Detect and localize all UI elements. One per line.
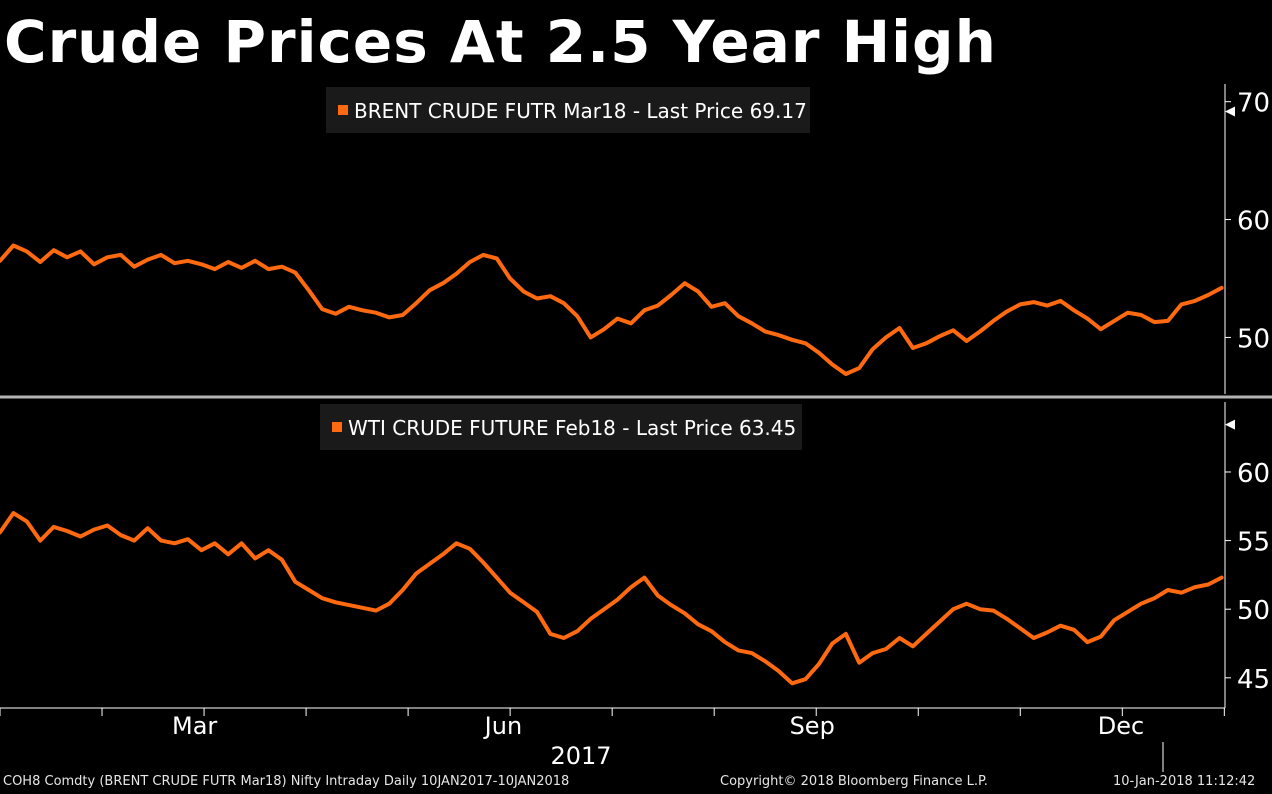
footer-source: COH8 Comdty (BRENT CRUDE FUTR Mar18) Nif… xyxy=(3,774,570,789)
wti-price-line xyxy=(0,511,1224,686)
x-tick-label: Mar xyxy=(172,712,217,740)
wti-y-tick-label: 50 xyxy=(1237,596,1270,626)
brent-price-line xyxy=(0,243,1224,376)
brent-y-tick-label: 60 xyxy=(1237,207,1270,237)
page-title: Crude Prices At 2.5 Year High xyxy=(4,8,997,76)
brent-y-tick-label: 70 xyxy=(1237,89,1270,119)
footer-copyright: Copyright© 2018 Bloomberg Finance L.P. xyxy=(720,774,988,789)
wti-last-price-marker xyxy=(1225,419,1235,430)
x-tick-label: Dec xyxy=(1098,712,1144,740)
x-tick-label: Jun xyxy=(483,712,523,740)
brent-legend-box xyxy=(326,87,810,133)
brent-legend-swatch xyxy=(338,105,348,115)
wti-y-tick-label: 60 xyxy=(1237,459,1270,489)
wti-legend-label: WTI CRUDE FUTURE Feb18 - Last Price 63.4… xyxy=(348,416,796,440)
wti-legend-swatch xyxy=(332,422,342,432)
brent-legend-label: BRENT CRUDE FUTR Mar18 - Last Price 69.1… xyxy=(354,99,807,123)
brent-y-tick-label: 50 xyxy=(1237,324,1270,354)
footer-timestamp: 10-Jan-2018 11:12:42 xyxy=(1113,774,1256,789)
wti-y-tick-label: 45 xyxy=(1237,665,1270,695)
brent-last-price-marker xyxy=(1225,106,1235,117)
x-tick-label: Sep xyxy=(790,712,835,740)
wti-legend-box xyxy=(320,404,802,450)
x-year-label: 2017 xyxy=(550,742,611,770)
wti-y-tick-label: 55 xyxy=(1237,528,1270,558)
